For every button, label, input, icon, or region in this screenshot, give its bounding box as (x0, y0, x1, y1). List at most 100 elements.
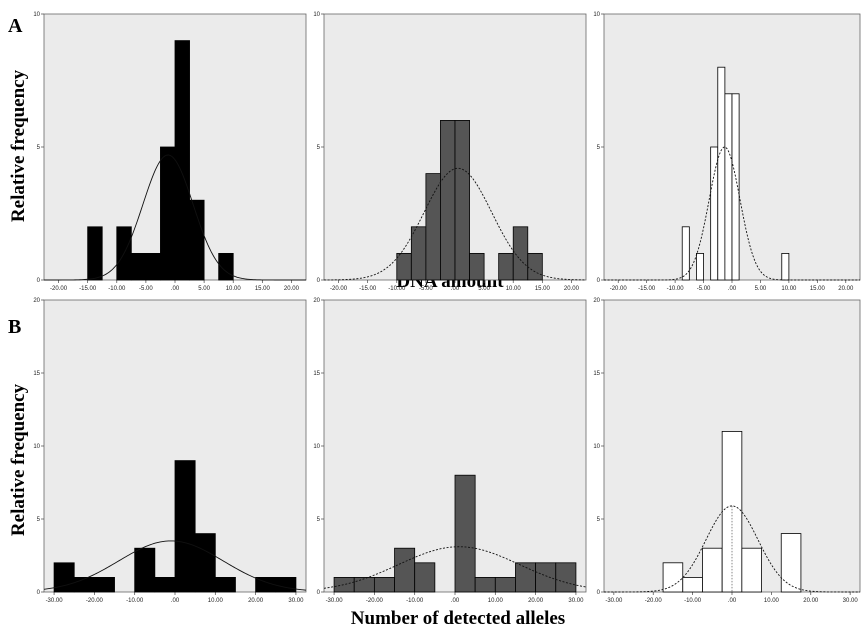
histogram-bar (130, 252, 147, 281)
histogram-bar (93, 577, 115, 593)
y-tick-label: 5 (37, 145, 41, 151)
y-tick-label: 20 (313, 298, 320, 304)
histogram-bar (174, 40, 190, 281)
x-tick-label: 30.00 (568, 598, 584, 604)
histogram-bar (527, 252, 543, 281)
histogram-bar (154, 577, 176, 593)
x-tick-label: .00 (171, 286, 180, 292)
x-tick-label: -5.00 (139, 286, 153, 292)
histogram-bar (662, 562, 684, 593)
histogram-bar (781, 252, 790, 281)
y-tick-label: 10 (313, 12, 320, 18)
x-tick-label: 15.00 (535, 286, 551, 292)
y-tick-label: 10 (313, 444, 320, 450)
histogram-bar (373, 577, 395, 593)
x-tick-label: 30.00 (288, 598, 304, 604)
histogram-bar (454, 120, 470, 281)
histogram-bar (498, 252, 514, 281)
histogram-bar (414, 562, 436, 593)
x-tick-label: -20.00 (330, 286, 348, 292)
histogram-panel-b2: 0 5 10 15 20 -30.00 -20.00 -10.00 .00 10.00 20.00 3… (313, 298, 587, 604)
x-tick-label: 20.00 (838, 286, 854, 292)
histogram-bar (218, 252, 234, 281)
y-tick-label: 0 (37, 590, 41, 596)
histogram-bar (474, 577, 496, 593)
x-tick-label: .00 (728, 286, 737, 292)
histogram-bar (145, 252, 161, 281)
histogram-bar (515, 562, 537, 593)
x-tick-label: .00 (451, 286, 460, 292)
histogram-bar (189, 199, 205, 281)
histogram-bar (702, 547, 723, 593)
x-tick-label: -30.00 (605, 598, 623, 604)
row-a-y-axis-label: Relative frequency (8, 69, 29, 222)
y-tick-label: 5 (317, 517, 321, 523)
x-tick-label: -20.00 (610, 286, 628, 292)
y-tick-label: 10 (593, 444, 600, 450)
y-tick-label: 0 (37, 278, 41, 284)
x-tick-label: -15.00 (638, 286, 656, 292)
x-tick-label: 10.00 (764, 598, 780, 604)
x-tick-label: -15.00 (79, 286, 97, 292)
x-tick-label: -10.00 (388, 286, 406, 292)
histogram-bar (710, 146, 719, 281)
x-tick-label: -30.00 (326, 598, 344, 604)
histogram-bar (134, 547, 156, 593)
histogram-bar (425, 173, 441, 281)
x-tick-label: 15.00 (810, 286, 826, 292)
y-tick-label: 5 (317, 145, 321, 151)
x-tick-label: 15.00 (255, 286, 271, 292)
x-tick-label: -10.00 (667, 286, 685, 292)
histogram-bar (717, 66, 726, 281)
x-tick-label: -10.00 (684, 598, 702, 604)
x-tick-label: 10.00 (781, 286, 797, 292)
row-b-y-axis-label: Relative frequency (8, 383, 29, 536)
histogram-panel-b3: 0 5 10 15 20 -30.00 -20.00 -10.00 .00 10.00 20.00 3… (593, 298, 861, 604)
x-tick-label: -15.00 (359, 286, 377, 292)
histogram-panel-b1: 0 5 10 15 20 -30.00 -20.00 -10.00 .00 10.00 20.00 3… (33, 298, 307, 604)
panel-letter-a: A (8, 15, 23, 37)
x-tick-label: -10.00 (126, 598, 144, 604)
histogram-panel-a3: 0 5 10 -20.00 -15.00 -10.00 -5.00 .00 5.00 10.00 1… (593, 12, 861, 292)
normal-curve (323, 167, 587, 281)
histogram-bar (394, 547, 416, 593)
x-tick-label: -20.00 (86, 598, 104, 604)
histogram-bar (396, 252, 412, 281)
y-tick-label: 0 (597, 590, 601, 596)
histogram-bar (87, 226, 103, 281)
histogram-bar (73, 577, 95, 593)
histogram-bar (682, 577, 703, 593)
x-tick-label: 20.00 (284, 286, 300, 292)
y-tick-label: 10 (33, 12, 40, 18)
histogram-panel-a1: 0 5 10 -20.00 -15.00 -10.00 -5.00 .00 5.00 10.00 1… (33, 12, 307, 292)
normal-curve (44, 154, 306, 281)
histogram-bar (512, 226, 529, 281)
x-tick-label: -5.00 (419, 286, 433, 292)
y-tick-label: 15 (313, 371, 320, 377)
histogram-bar (731, 93, 740, 281)
histogram-panel-a2: 0 5 10 -20.00 -15.00 -10.00 -5.00 .00 5.00 10.00 1… (313, 12, 587, 292)
x-tick-label: -30.00 (46, 598, 64, 604)
y-tick-label: 20 (33, 298, 40, 304)
x-tick-label: 5.00 (478, 286, 490, 292)
x-tick-label: 10.00 (226, 286, 242, 292)
histogram-bar (333, 577, 355, 593)
x-tick-label: .00 (171, 598, 180, 604)
normal-curve (43, 540, 307, 591)
x-tick-label: 10.00 (208, 598, 224, 604)
x-tick-label: 20.00 (248, 598, 264, 604)
row-b-x-axis-label: Number of detected alleles (351, 608, 565, 629)
y-tick-label: 0 (317, 590, 321, 596)
histogram-bar (214, 577, 236, 593)
y-tick-label: 5 (597, 145, 601, 151)
histogram-bar (535, 562, 557, 593)
histogram-bar (160, 146, 176, 281)
histogram-bar (275, 577, 297, 593)
histogram-bar (741, 547, 762, 593)
histogram-bar (681, 226, 690, 281)
y-tick-label: 5 (37, 517, 41, 523)
y-tick-label: 10 (33, 444, 40, 450)
histogram-bar (494, 577, 516, 593)
